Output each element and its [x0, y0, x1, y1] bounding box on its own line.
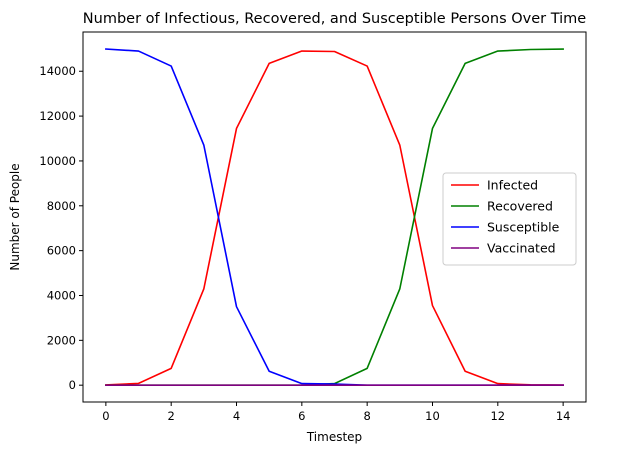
series-line-infected [105, 50, 564, 386]
y-tick-label: 0 [69, 378, 76, 392]
y-tick-label: 6000 [47, 244, 76, 258]
y-tick-label: 12000 [39, 109, 76, 123]
x-tick-label: 10 [425, 409, 440, 423]
y-tick-label: 4000 [47, 288, 76, 302]
y-axis-label: Number of People [8, 163, 22, 270]
x-axis-label: Timestep [306, 430, 362, 444]
x-axis: 0 2 4 6 8 10 12 14 [102, 402, 570, 423]
legend: Infected Recovered Susceptible Vaccinated [442, 172, 577, 266]
legend-label: Susceptible [487, 220, 560, 235]
x-tick-label: 2 [168, 409, 175, 423]
legend-label: Vaccinated [487, 241, 556, 256]
legend-box [442, 172, 577, 266]
x-tick-label: 4 [233, 409, 240, 423]
x-tick-label: 6 [298, 409, 305, 423]
y-tick-label: 14000 [39, 64, 76, 78]
y-tick-label: 2000 [47, 333, 76, 347]
legend-label: Recovered [487, 199, 553, 214]
x-tick-label: 12 [490, 409, 505, 423]
y-tick-label: 8000 [47, 199, 76, 213]
x-tick-label: 14 [556, 409, 571, 423]
x-tick-label: 8 [363, 409, 370, 423]
x-tick-label: 0 [102, 409, 109, 423]
y-tick-label: 10000 [39, 154, 76, 168]
series-layer [105, 48, 564, 386]
y-axis: 0 2000 4000 6000 8000 10000 12000 14000 [39, 64, 83, 392]
legend-label: Infected [487, 178, 538, 193]
plot-frame [82, 31, 587, 403]
chart-title: Number of Infectious, Recovered, and Sus… [83, 11, 586, 27]
